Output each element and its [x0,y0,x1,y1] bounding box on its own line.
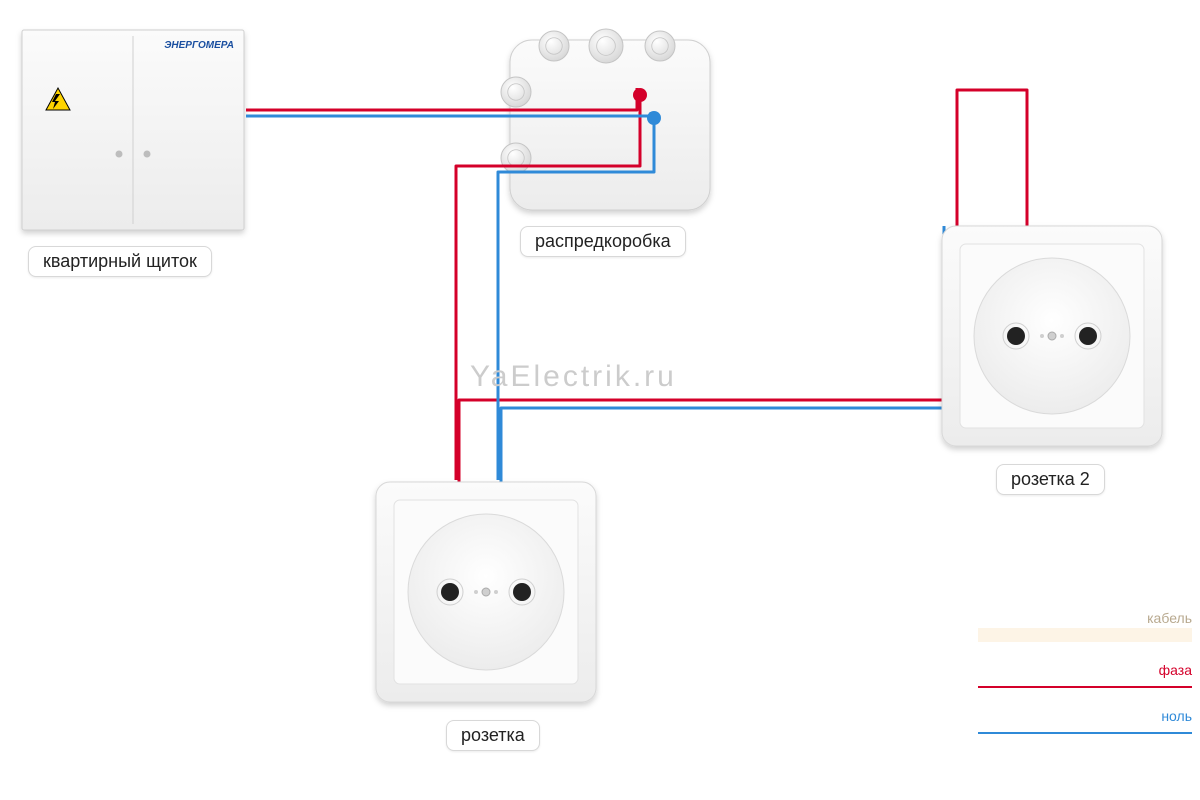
junction-box [501,29,710,210]
legend-label: кабель [978,610,1192,626]
legend-swatch [978,628,1192,642]
jbox-phase-node [633,88,647,102]
socket-1 [376,482,596,702]
panel-label: квартирный щиток [28,246,212,277]
socket2-label: розетка 2 [996,464,1105,495]
legend: кабель фаза ноль [970,608,1200,746]
jbox-label: распредкоробка [520,226,686,257]
legend-row-кабель: кабель [970,608,1200,646]
legend-label: ноль [978,708,1192,724]
legend-line [978,732,1192,734]
jbox-neutral-node [647,111,661,125]
legend-label: фаза [978,662,1192,678]
legend-row-фаза: фаза [970,654,1200,692]
electrical-panel: ЭНЕРГОМЕРА [22,30,244,230]
legend-row-ноль: ноль [970,700,1200,738]
panel-logo-text: ЭНЕРГОМЕРА [164,40,234,51]
panel-lock-left [116,151,123,158]
socket1-label: розетка [446,720,540,751]
socket-2 [942,226,1162,446]
legend-line [978,686,1192,688]
panel-lock-right [144,151,151,158]
watermark-text: YaElectrik.ru [470,360,677,394]
